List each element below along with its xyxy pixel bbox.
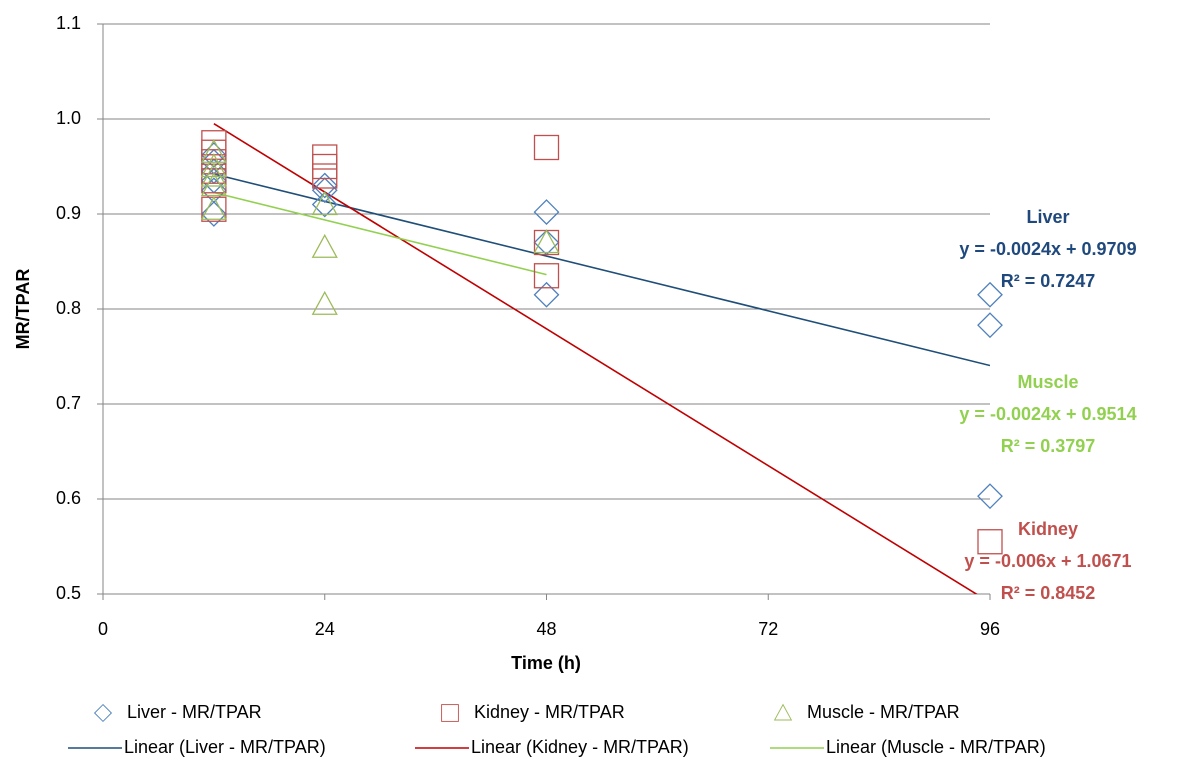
marker-diamond bbox=[200, 201, 227, 227]
legend-label: Linear (Kidney - MR/TPAR) bbox=[471, 737, 689, 757]
marker-triangle bbox=[200, 172, 227, 197]
trendline-label: Liver bbox=[1026, 207, 1069, 227]
legend-label: Linear (Muscle - MR/TPAR) bbox=[826, 737, 1046, 757]
marker-square bbox=[533, 263, 560, 289]
trendline-equation: y = -0.0024x + 0.9709 bbox=[959, 239, 1136, 259]
legend-label: Liver - MR/TPAR bbox=[127, 702, 262, 722]
y-tick-label: 0.6 bbox=[56, 488, 81, 508]
y-tick-label: 0.8 bbox=[56, 298, 81, 318]
marker-diamond bbox=[533, 281, 560, 308]
marker-triangle bbox=[311, 290, 338, 315]
marker-diamond bbox=[311, 191, 338, 218]
trendline-r2: R² = 0.7247 bbox=[1001, 271, 1096, 291]
y-tick-label: 0.9 bbox=[56, 203, 81, 223]
marker-square bbox=[441, 704, 459, 722]
marker-triangle bbox=[773, 703, 793, 721]
marker-square bbox=[312, 163, 338, 189]
marker-square bbox=[312, 144, 338, 170]
marker-diamond bbox=[533, 199, 560, 226]
legend-label: Kidney - MR/TPAR bbox=[474, 702, 625, 722]
legend-label: Linear (Liver - MR/TPAR) bbox=[124, 737, 326, 757]
marker-triangle bbox=[311, 191, 338, 216]
marker-diamond bbox=[200, 142, 227, 169]
marker-triangle bbox=[311, 233, 338, 258]
x-tick-label: 48 bbox=[536, 619, 556, 639]
x-tick-label: 96 bbox=[980, 619, 1000, 639]
marker-square bbox=[312, 153, 338, 180]
marker-triangle bbox=[200, 195, 227, 220]
y-tick-label: 0.7 bbox=[56, 393, 81, 413]
trendline-r2: R² = 0.8452 bbox=[1001, 583, 1096, 603]
marker-triangle bbox=[200, 138, 227, 163]
x-tick-label: 24 bbox=[315, 619, 335, 639]
trendline-label: Muscle bbox=[1017, 372, 1078, 392]
marker-diamond bbox=[977, 312, 1003, 339]
marker-diamond bbox=[311, 172, 338, 199]
x-tick-label: 72 bbox=[758, 619, 778, 639]
marker-diamond bbox=[533, 229, 560, 256]
marker-square bbox=[201, 168, 227, 194]
y-tick-label: 0.5 bbox=[56, 583, 81, 603]
trendline bbox=[213, 173, 990, 367]
trendline bbox=[213, 191, 547, 276]
plot-area bbox=[213, 122, 990, 594]
marker-diamond bbox=[977, 483, 1003, 510]
marker-diamond bbox=[977, 281, 1003, 308]
legend-label: Muscle - MR/TPAR bbox=[807, 702, 960, 722]
trendline-equation: y = -0.006x + 1.0671 bbox=[964, 551, 1131, 571]
x-tick-label: 0 bbox=[98, 619, 108, 639]
marker-square bbox=[977, 529, 1003, 555]
marker-triangle bbox=[200, 153, 227, 178]
y-tick-label: 1.1 bbox=[56, 13, 81, 33]
trendline bbox=[213, 122, 978, 594]
x-axis-label: Time (h) bbox=[511, 653, 581, 673]
y-axis-label: MR/TPAR bbox=[13, 269, 33, 350]
marker-square bbox=[533, 134, 560, 161]
trendline-label: Kidney bbox=[1018, 519, 1078, 539]
marker-triangle bbox=[200, 162, 227, 187]
marker-diamond bbox=[311, 177, 338, 204]
trendline-equation: y = -0.0024x + 0.9514 bbox=[959, 404, 1136, 424]
marker-diamond bbox=[93, 703, 113, 723]
marker-triangle bbox=[533, 229, 560, 254]
trendline-r2: R² = 0.3797 bbox=[1001, 436, 1096, 456]
y-tick-label: 1.0 bbox=[56, 108, 81, 128]
marker-square bbox=[533, 229, 560, 256]
